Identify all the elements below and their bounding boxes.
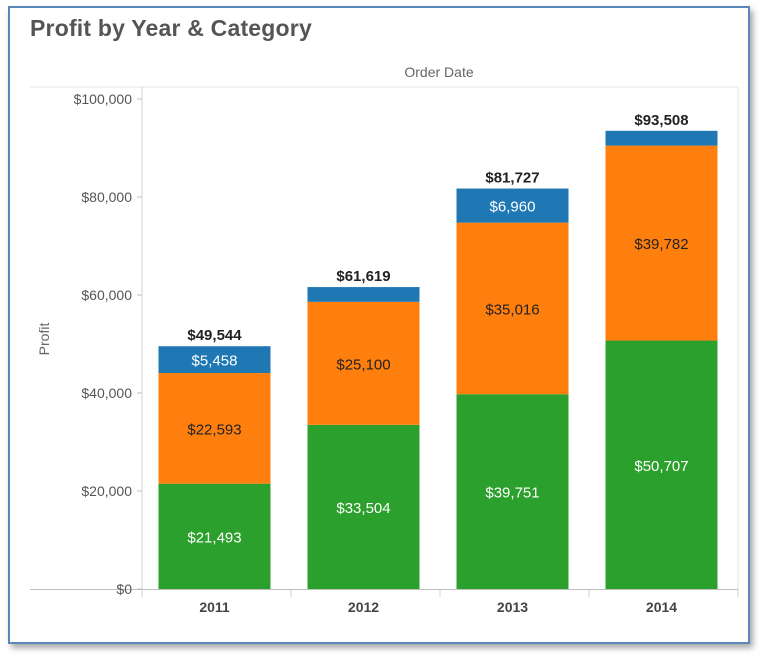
x-tick-label: 2014 [646,599,677,615]
bar-segment [158,372,271,484]
segment-data-label: $39,751 [485,485,539,502]
total-data-label: $81,727 [485,170,539,187]
total-data-label: $49,544 [187,327,242,344]
bar-segment [307,287,420,302]
column-header: Order Date [404,64,473,80]
bar-segment [456,222,569,395]
x-tick-label: 2012 [348,599,379,615]
y-tick-label: $20,000 [81,483,132,499]
bar-segment [158,483,271,589]
bar-segment [307,301,420,425]
segment-data-label: $33,504 [336,500,390,517]
y-tick-label: $40,000 [81,385,132,401]
bar-segment [605,130,718,146]
plot-area: $0 $20,000 $40,000 $60,000 $80,000 $100,000 $2… [30,87,739,615]
total-data-label: $93,508 [634,112,688,129]
bar-segment [605,145,718,341]
segment-data-label: $25,100 [336,356,390,373]
segment-data-label: $39,782 [634,236,688,253]
y-tick-label: $0 [116,581,132,597]
bar-segment [158,346,271,373]
segment-data-label: $22,593 [187,421,241,438]
bar-segment [605,340,718,589]
total-data-label: $61,619 [336,268,390,285]
x-tick-label: 2013 [497,599,528,615]
y-tick-label: $60,000 [81,287,132,303]
segment-data-label: $21,493 [187,529,241,546]
bar-segment [456,188,569,223]
y-tick-label: $100,000 [74,91,133,107]
x-tick-label: 2011 [199,599,230,615]
segment-data-label: $5,458 [192,353,238,370]
y-tick-label: $80,000 [81,189,132,205]
segment-data-label: $50,707 [634,458,688,475]
y-axis-title: Profit [36,323,52,356]
bar-segment [456,394,569,589]
chart-title: Profit by Year & Category [30,15,312,41]
segment-data-label: $35,016 [485,301,539,318]
segment-data-label: $6,960 [490,199,536,216]
bar-segment [307,424,420,589]
